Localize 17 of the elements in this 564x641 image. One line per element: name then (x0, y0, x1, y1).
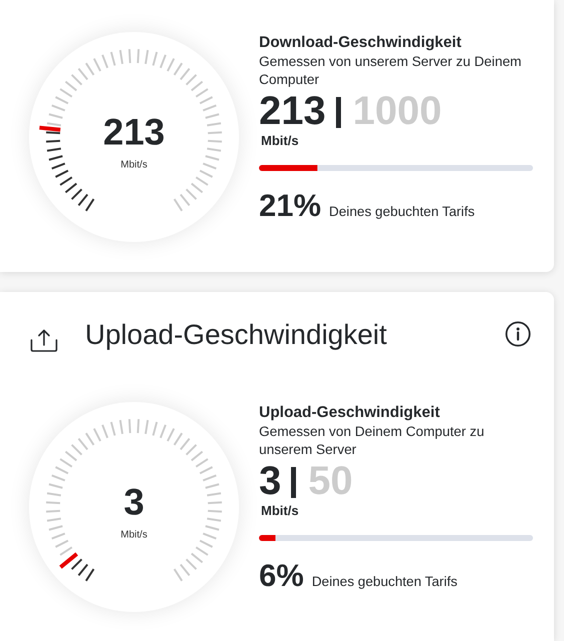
text: Mbit/s (120, 530, 148, 540)
text: Mbit/s (261, 133, 299, 148)
text: Deines gebuchten Tarifs (312, 574, 458, 589)
text: 21% (259, 188, 322, 223)
text: Deines gebuchten Tarifs (329, 204, 475, 219)
text: Mbit/s (120, 160, 148, 170)
text: Download-Geschwindigkeit (259, 34, 462, 52)
text: Mbit/s (261, 503, 299, 518)
text: 213 (103, 112, 165, 152)
data-label: 213 (259, 89, 326, 133)
text: Gemessen von unserem Server zu Deinem Computer (259, 53, 522, 88)
text: 3 (124, 482, 144, 522)
text: Upload-Geschwindigkeit (85, 319, 387, 350)
data-label: 3 (259, 459, 282, 503)
text: Upload-Geschwindigkeit (259, 404, 440, 422)
text: 6% (259, 558, 304, 593)
text: Gemessen von Deinem Computer zu unserem Server (259, 423, 486, 458)
